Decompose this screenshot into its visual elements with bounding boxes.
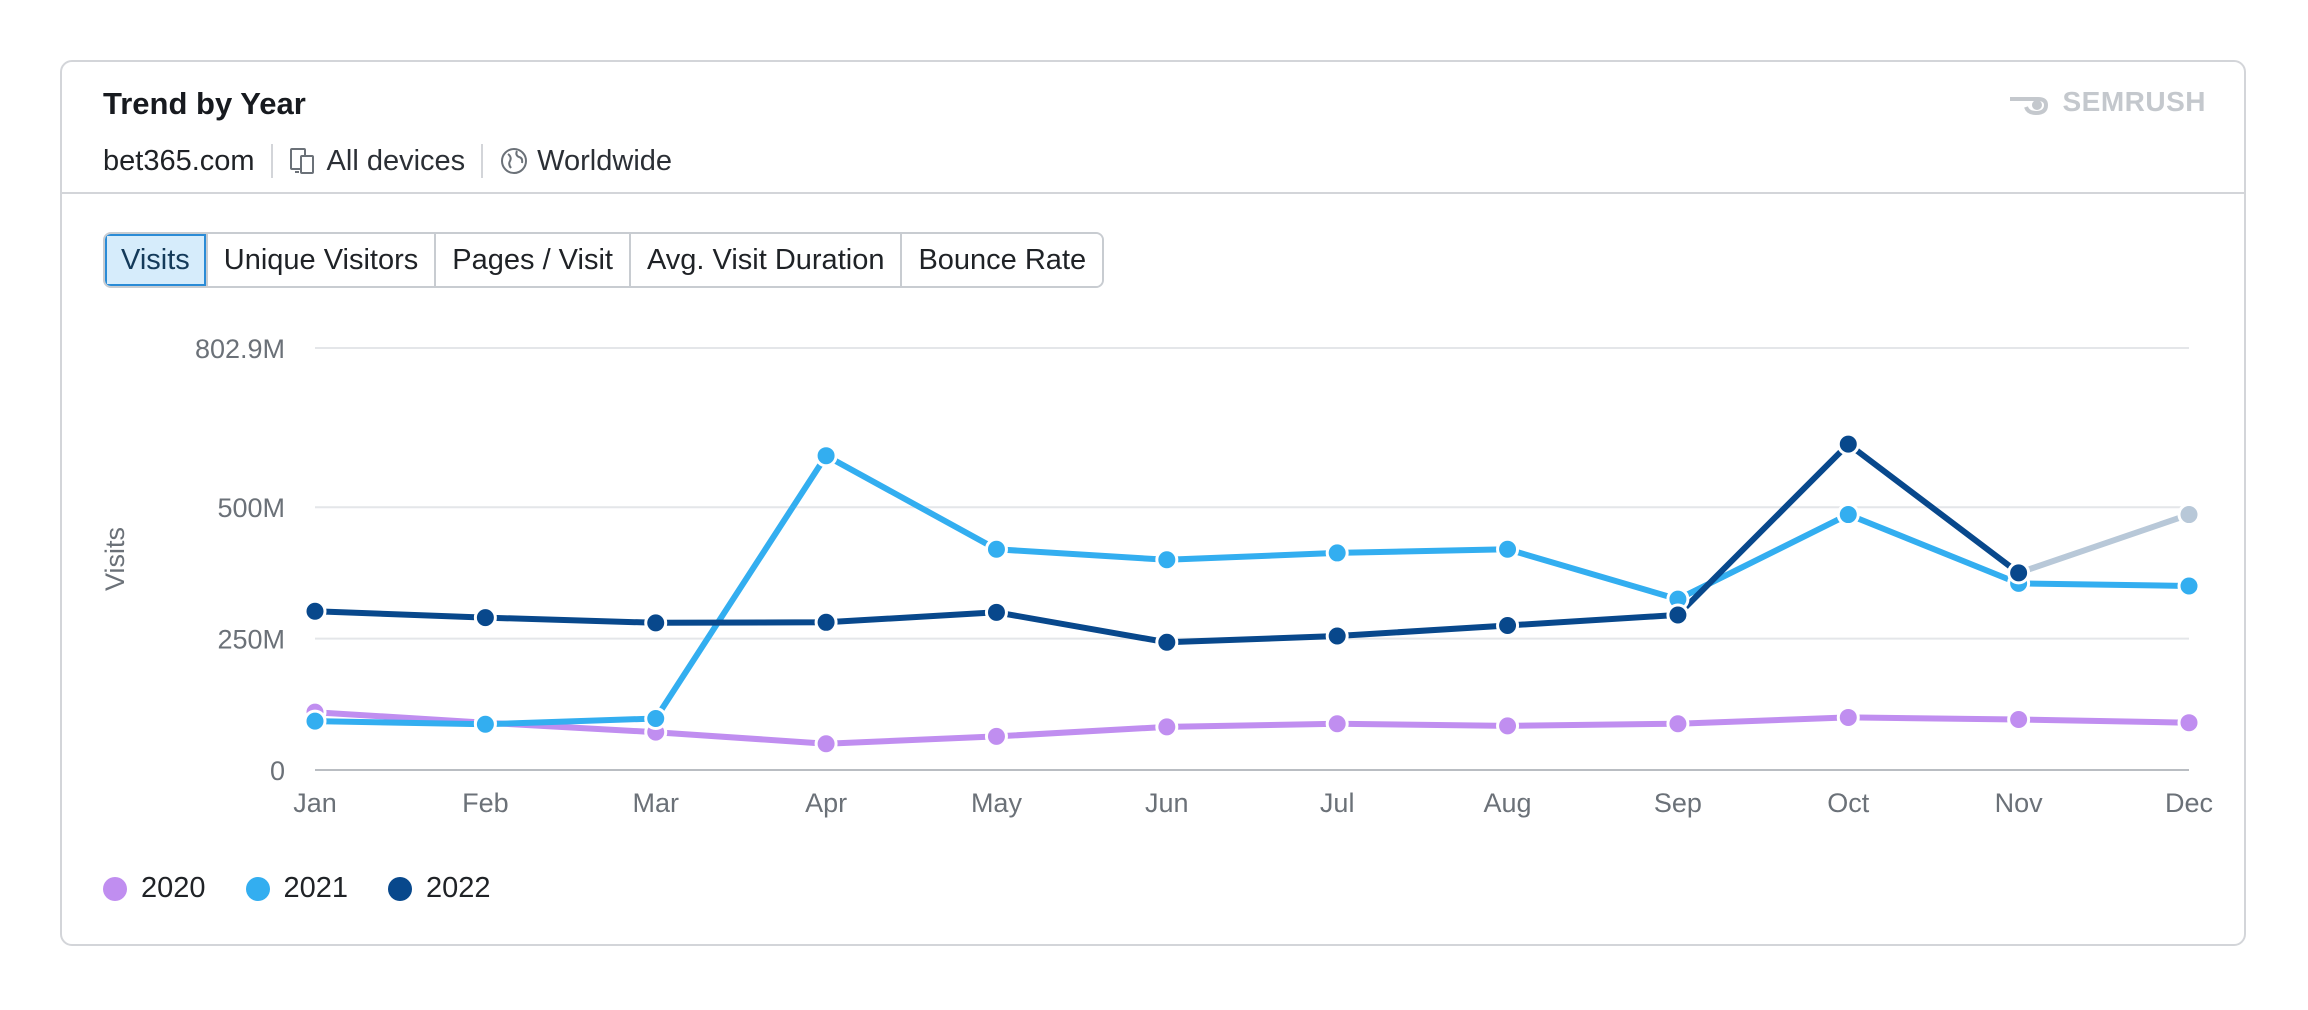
data-point[interactable]	[1325, 541, 1349, 565]
data-point[interactable]	[984, 537, 1008, 561]
data-point[interactable]	[644, 611, 668, 635]
data-point[interactable]	[2177, 503, 2201, 527]
context-bar: bet365.com All devices Worldwide	[103, 144, 672, 178]
x-tick-label: Oct	[1827, 788, 1870, 818]
legend-label: 2022	[426, 872, 491, 904]
tab-avg-visit-duration[interactable]: Avg. Visit Duration	[628, 234, 901, 286]
device-filter[interactable]: All devices	[289, 144, 466, 178]
data-point[interactable]	[814, 732, 838, 756]
x-tick-label: Nov	[1995, 788, 2044, 818]
legend-label: 2021	[283, 872, 349, 904]
data-point[interactable]	[1155, 715, 1179, 739]
region-filter[interactable]: Worldwide	[499, 145, 672, 178]
device-label: All devices	[326, 144, 466, 177]
data-point[interactable]	[814, 444, 838, 468]
series-line-2022	[312, 441, 2022, 646]
x-tick-label: May	[971, 788, 1023, 818]
domain-label: bet365.com	[103, 144, 255, 177]
legend-marker	[388, 876, 413, 901]
x-tick-label: Jul	[1320, 788, 1355, 818]
x-tick-label: Aug	[1484, 788, 1532, 818]
x-tick-label: Apr	[805, 788, 847, 818]
data-point[interactable]	[303, 709, 327, 733]
data-point[interactable]	[473, 712, 497, 736]
legend-item-2022[interactable]: 2022	[388, 872, 491, 905]
series-line-extension	[2015, 511, 2192, 576]
y-axis-label: Visits	[100, 527, 130, 591]
data-point[interactable]	[2007, 561, 2031, 585]
data-point[interactable]	[2177, 711, 2201, 735]
data-point[interactable]	[984, 600, 1008, 624]
card-header: Trend by Year bet365.com All devices Wor…	[62, 62, 2244, 194]
chart-legend: 2020 2021 2022	[103, 872, 491, 905]
data-point[interactable]	[473, 606, 497, 630]
data-point[interactable]	[1155, 630, 1179, 654]
divider	[270, 144, 273, 178]
divider	[481, 144, 484, 178]
data-point[interactable]	[1496, 537, 1520, 561]
data-point[interactable]	[644, 706, 668, 730]
y-tick-label: 802.9M	[195, 334, 285, 364]
x-tick-label: Jan	[293, 788, 337, 818]
x-tick-label: Sep	[1654, 788, 1702, 818]
globe-icon	[501, 148, 528, 174]
y-tick-label: 500M	[217, 493, 285, 523]
visits-line-chart: 0 250M 500M 802.9M Visits Jan Feb Mar Apr May Jun J…	[100, 334, 2213, 818]
data-point[interactable]	[984, 724, 1008, 748]
semrush-logo-icon	[2010, 97, 2049, 116]
legend-item-2021[interactable]: 2021	[245, 872, 349, 905]
y-tick-label: 0	[270, 756, 285, 786]
region-label: Worldwide	[537, 144, 673, 177]
data-point[interactable]	[1666, 712, 1690, 736]
trend-card: Trend by Year bet365.com All devices Wor…	[60, 60, 2246, 946]
tab-pages-per-visit[interactable]: Pages / Visit	[434, 234, 629, 286]
brand-name: SEMRUSH	[2062, 86, 2206, 117]
data-point[interactable]	[2007, 708, 2031, 732]
series-line-2021	[312, 452, 2192, 728]
devices-icon	[289, 148, 314, 174]
legend-marker	[103, 876, 127, 901]
data-point[interactable]	[2177, 574, 2201, 598]
legend-marker	[245, 876, 270, 901]
legend-item-2020[interactable]: 2020	[103, 872, 206, 905]
data-point[interactable]	[1836, 432, 1860, 456]
data-point[interactable]	[303, 599, 327, 623]
data-point[interactable]	[1325, 624, 1349, 648]
data-point[interactable]	[1325, 712, 1349, 736]
x-tick-label: Jun	[1145, 788, 1189, 818]
x-tick-label: Dec	[2165, 788, 2213, 818]
metric-tabs: Visits Unique Visitors Pages / Visit Avg…	[103, 232, 1105, 288]
data-point[interactable]	[1155, 548, 1179, 572]
data-point[interactable]	[814, 610, 838, 634]
data-point[interactable]	[1836, 705, 1860, 729]
data-point[interactable]	[1666, 603, 1690, 627]
data-point[interactable]	[1496, 613, 1520, 637]
data-point[interactable]	[1836, 503, 1860, 527]
tab-bounce-rate[interactable]: Bounce Rate	[900, 234, 1103, 286]
tab-unique-visitors[interactable]: Unique Visitors	[205, 234, 435, 286]
series-line-2020	[312, 709, 2192, 747]
x-tick-label: Mar	[632, 788, 679, 818]
y-tick-label: 250M	[217, 625, 285, 655]
tab-visits[interactable]: Visits	[105, 234, 206, 286]
card-title: Trend by Year	[103, 86, 306, 121]
x-tick-label: Feb	[462, 788, 509, 818]
data-point[interactable]	[1496, 714, 1520, 738]
legend-label: 2020	[141, 872, 206, 904]
semrush-logo: SEMRUSH	[2008, 86, 2206, 118]
